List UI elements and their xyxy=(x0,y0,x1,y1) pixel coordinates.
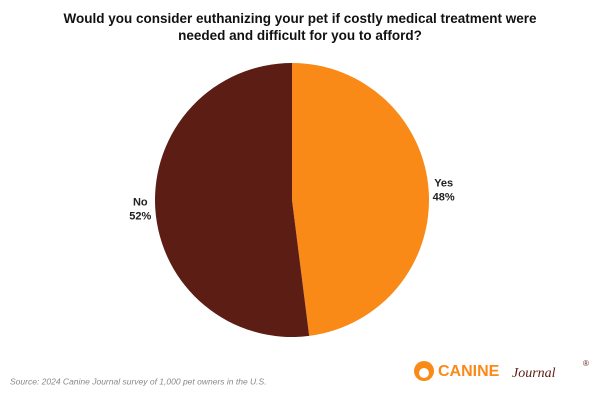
value-label: 52% xyxy=(129,210,151,222)
slice-label: Yes xyxy=(434,177,453,189)
value-label: 48% xyxy=(433,191,455,203)
logo-icon-face xyxy=(419,368,429,378)
slice-label: No xyxy=(133,196,148,208)
logo-suffix: Journal xyxy=(512,366,556,381)
pie-slice xyxy=(155,63,310,337)
chart-title: Would you consider euthanizing your pet … xyxy=(63,11,537,43)
logo-mark: ® xyxy=(583,359,589,368)
logo: CANINE Journal ® xyxy=(414,359,589,381)
source-note: Source: 2024 Canine Journal survey of 1,… xyxy=(10,376,267,386)
logo-brand: CANINE xyxy=(438,363,500,380)
pie-slice xyxy=(292,63,430,336)
